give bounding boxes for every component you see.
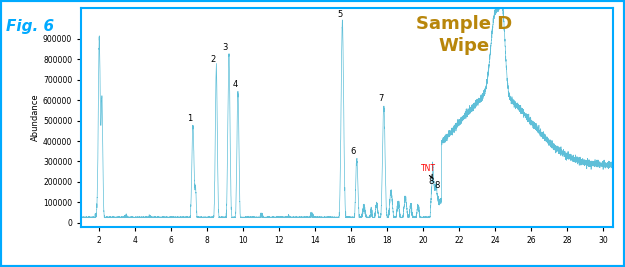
Text: 8: 8 <box>434 181 439 190</box>
Text: Sample D
Wipe: Sample D Wipe <box>416 15 512 55</box>
Text: 6: 6 <box>351 147 356 156</box>
Y-axis label: Abundance: Abundance <box>31 94 40 141</box>
Text: 1: 1 <box>187 113 192 123</box>
Text: Time  ➡: Time ➡ <box>102 266 135 267</box>
Text: 8: 8 <box>428 177 433 186</box>
Text: 3: 3 <box>222 43 228 52</box>
Text: Fig. 6: Fig. 6 <box>6 19 54 34</box>
Text: 2: 2 <box>210 55 216 64</box>
Text: 7: 7 <box>378 94 384 103</box>
Text: TNT: TNT <box>421 164 436 179</box>
Text: 5: 5 <box>337 10 342 19</box>
Text: 4: 4 <box>232 80 238 89</box>
